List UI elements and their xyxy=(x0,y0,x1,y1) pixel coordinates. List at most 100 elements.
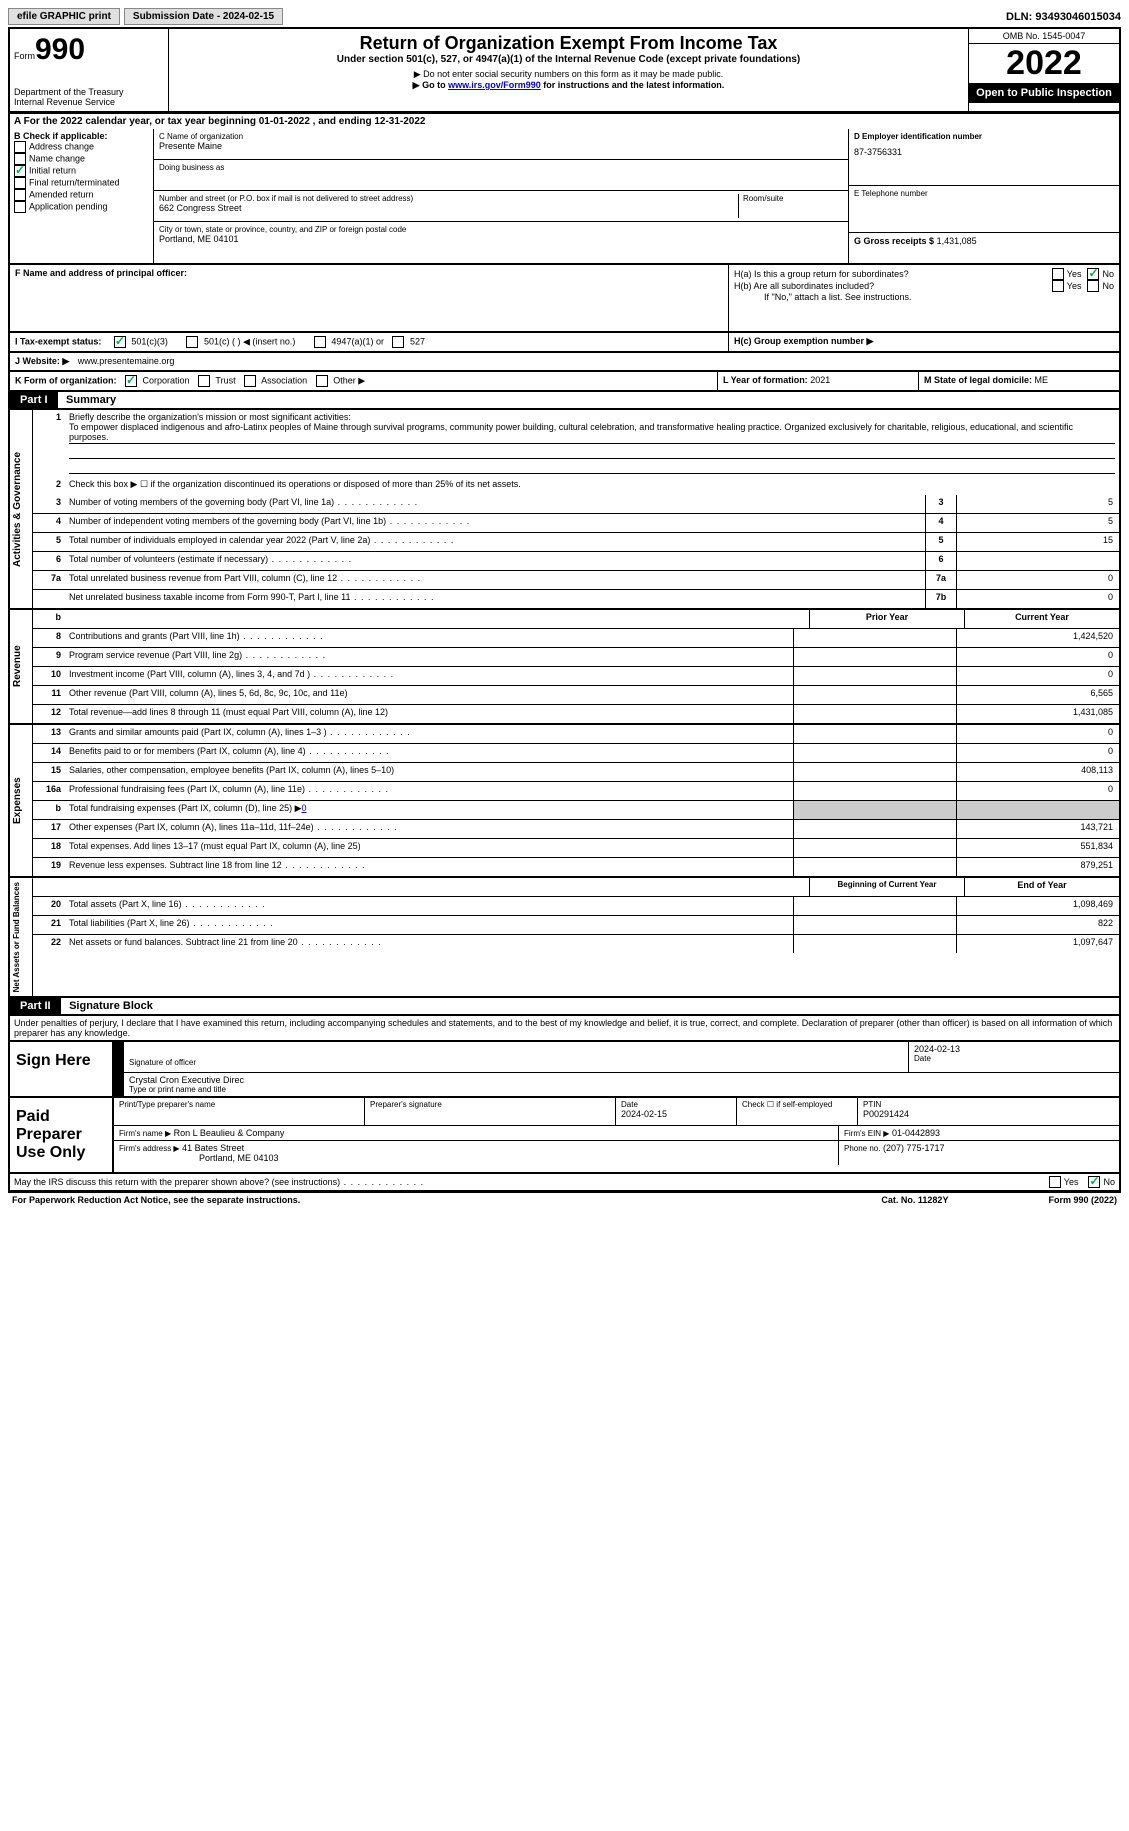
v14: 0 xyxy=(956,744,1119,762)
ha-label: H(a) Is this a group return for subordin… xyxy=(734,269,1052,279)
v16a: 0 xyxy=(956,782,1119,800)
527-check[interactable] xyxy=(392,336,404,348)
ptin: P00291424 xyxy=(863,1109,1114,1119)
firm-addr1: 41 Bates Street xyxy=(182,1143,244,1153)
paid-preparer-block: Paid Preparer Use Only Print/Type prepar… xyxy=(8,1098,1121,1174)
section-de: D Employer identification number 87-3756… xyxy=(848,129,1119,263)
v4: 5 xyxy=(957,514,1119,532)
year-formation: 2021 xyxy=(810,375,830,385)
org-city: Portland, ME 04101 xyxy=(159,234,843,244)
section-b: B Check if applicable: Address change Na… xyxy=(10,129,154,263)
sign-here-block: Sign Here Signature of officer 2024-02-1… xyxy=(8,1042,1121,1098)
form-title: Return of Organization Exempt From Incom… xyxy=(173,33,964,54)
submission-button[interactable]: Submission Date - 2024-02-15 xyxy=(124,8,283,25)
officer-name: Crystal Cron Executive Direc xyxy=(129,1075,1114,1085)
vert-net: Net Assets or Fund Balances xyxy=(10,878,33,996)
assoc-check[interactable] xyxy=(244,375,256,387)
section-a: A For the 2022 calendar year, or tax yea… xyxy=(8,114,1121,129)
vert-revenue: Revenue xyxy=(10,610,33,723)
arrow-icon xyxy=(114,1073,124,1096)
trust-check[interactable] xyxy=(198,375,210,387)
ha-yes[interactable] xyxy=(1052,268,1064,280)
hc-label: H(c) Group exemption number ▶ xyxy=(734,336,873,346)
vert-governance: Activities & Governance xyxy=(10,410,33,608)
v17: 143,721 xyxy=(956,820,1119,838)
app-pending-check[interactable] xyxy=(14,201,26,213)
v12: 1,431,085 xyxy=(956,705,1119,723)
efile-button[interactable]: efile GRAPHIC print xyxy=(8,8,120,25)
top-bar: efile GRAPHIC print Submission Date - 20… xyxy=(8,8,1121,25)
website: www.presentemaine.org xyxy=(78,356,175,366)
fundraising-link[interactable]: 0 xyxy=(302,803,307,813)
v8: 1,424,520 xyxy=(956,629,1119,647)
public-inspection: Open to Public Inspection xyxy=(969,83,1119,103)
summary-governance: Activities & Governance 1 Briefly descri… xyxy=(8,410,1121,610)
hb-label: H(b) Are all subordinates included? xyxy=(734,281,1052,291)
v9: 0 xyxy=(956,648,1119,666)
state-domicile: ME xyxy=(1035,375,1049,385)
form-number: 990 xyxy=(35,33,85,66)
summary-expenses: Expenses 13Grants and similar amounts pa… xyxy=(8,725,1121,878)
principal-officer-label: F Name and address of principal officer: xyxy=(15,268,187,278)
501c-check[interactable] xyxy=(186,336,198,348)
dln: DLN: 93493046015034 xyxy=(1006,11,1121,23)
addr-change-check[interactable] xyxy=(14,141,26,153)
hb-no[interactable] xyxy=(1087,280,1099,292)
form-word: Form xyxy=(14,51,35,61)
other-check[interactable] xyxy=(316,375,328,387)
v11: 6,565 xyxy=(956,686,1119,704)
firm-name: Ron L Beaulieu & Company xyxy=(174,1128,285,1138)
irs-link[interactable]: www.irs.gov/Form990 xyxy=(448,80,541,90)
discuss-yes[interactable] xyxy=(1049,1176,1061,1188)
ssn-warning: ▶ Do not enter social security numbers o… xyxy=(173,69,964,80)
org-name: Presente Maine xyxy=(159,141,843,151)
v10: 0 xyxy=(956,667,1119,685)
row-i: I Tax-exempt status: 501(c)(3) 501(c) ( … xyxy=(8,333,1121,353)
prep-date: 2024-02-15 xyxy=(621,1109,731,1119)
org-address: 662 Congress Street xyxy=(159,203,738,213)
omb-number: OMB No. 1545-0047 xyxy=(969,29,1119,44)
4947-check[interactable] xyxy=(314,336,326,348)
irs-label: Internal Revenue Service xyxy=(14,97,164,107)
tax-year: 2022 xyxy=(969,44,1119,83)
501c3-check[interactable] xyxy=(114,336,126,348)
dept-treasury: Department of the Treasury xyxy=(14,87,164,97)
penalties-text: Under penalties of perjury, I declare th… xyxy=(8,1016,1121,1042)
summary-revenue: Revenue bPrior YearCurrent Year 8Contrib… xyxy=(8,610,1121,725)
link-row: ▶ Go to www.irs.gov/Form990 for instruct… xyxy=(173,80,964,91)
form-subtitle: Under section 501(c), 527, or 4947(a)(1)… xyxy=(173,54,964,65)
v7b: 0 xyxy=(957,590,1119,608)
hb-yes[interactable] xyxy=(1052,280,1064,292)
initial-return-check[interactable] xyxy=(14,165,26,177)
part2-bar: Part II Signature Block xyxy=(8,998,1121,1016)
firm-phone: (207) 775-1717 xyxy=(883,1143,945,1153)
discuss-row: May the IRS discuss this return with the… xyxy=(8,1174,1121,1192)
v21: 822 xyxy=(956,916,1119,934)
row-fh: F Name and address of principal officer:… xyxy=(8,265,1121,333)
v20: 1,098,469 xyxy=(956,897,1119,915)
discuss-no[interactable] xyxy=(1088,1176,1100,1188)
v6 xyxy=(957,552,1119,570)
firm-addr2: Portland, ME 04103 xyxy=(199,1153,279,1163)
firm-ein: 01-0442893 xyxy=(892,1128,940,1138)
v19: 879,251 xyxy=(956,858,1119,876)
info-grid: B Check if applicable: Address change Na… xyxy=(8,129,1121,265)
corp-check[interactable] xyxy=(125,375,137,387)
row-klm: K Form of organization: Corporation Trus… xyxy=(8,372,1121,392)
v7a: 0 xyxy=(957,571,1119,589)
amended-check[interactable] xyxy=(14,189,26,201)
form-header: Form990 Department of the Treasury Inter… xyxy=(8,27,1121,114)
v3: 5 xyxy=(957,495,1119,513)
final-return-check[interactable] xyxy=(14,177,26,189)
v22: 1,097,647 xyxy=(956,935,1119,953)
v15: 408,113 xyxy=(956,763,1119,781)
vert-expenses: Expenses xyxy=(10,725,33,876)
v18: 551,834 xyxy=(956,839,1119,857)
ha-no[interactable] xyxy=(1087,268,1099,280)
h-note: If "No," attach a list. See instructions… xyxy=(734,292,1114,302)
row-j: J Website: ▶ www.presentemaine.org xyxy=(8,353,1121,372)
gross-receipts: 1,431,085 xyxy=(937,236,977,246)
mission-text: To empower displaced indigenous and afro… xyxy=(69,422,1073,442)
section-c: C Name of organization Presente Maine Do… xyxy=(154,129,848,263)
v13: 0 xyxy=(956,725,1119,743)
